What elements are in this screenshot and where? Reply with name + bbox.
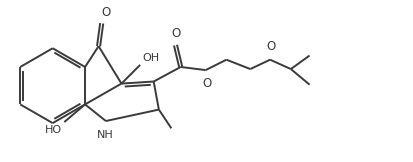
Text: O: O (171, 27, 180, 40)
Text: OH: OH (142, 53, 159, 63)
Text: O: O (202, 77, 211, 90)
Text: O: O (266, 40, 276, 53)
Text: HO: HO (45, 125, 62, 135)
Text: NH: NH (97, 130, 113, 140)
Text: O: O (101, 6, 111, 19)
